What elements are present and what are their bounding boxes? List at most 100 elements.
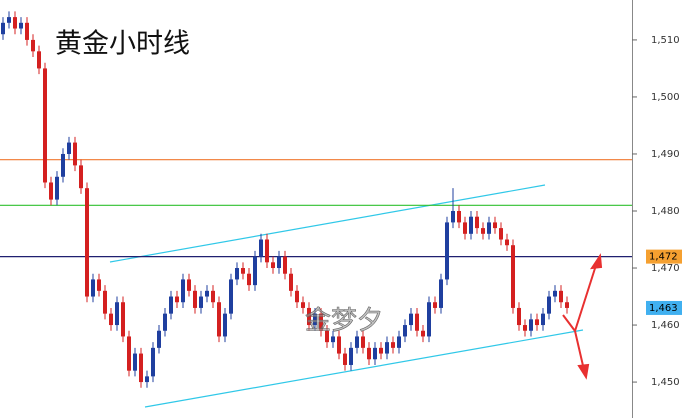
candle-body bbox=[253, 256, 257, 286]
candle-body bbox=[475, 216, 479, 229]
candle-body bbox=[349, 347, 353, 365]
trend-line bbox=[144, 329, 584, 408]
candle-body bbox=[19, 22, 23, 29]
candle-body bbox=[385, 342, 389, 354]
candle-body bbox=[67, 142, 71, 154]
candle-body bbox=[367, 347, 371, 360]
candle-body bbox=[463, 222, 467, 234]
candle-body bbox=[301, 302, 305, 308]
candle-body bbox=[127, 336, 131, 371]
y-tick-label: 1,500 bbox=[651, 92, 680, 103]
candle-body bbox=[553, 290, 557, 297]
price-tag bbox=[646, 249, 682, 264]
y-tick-label: 1,470 bbox=[651, 263, 680, 274]
candle-body bbox=[493, 222, 497, 229]
candle-body bbox=[511, 245, 515, 308]
candle-body bbox=[97, 279, 101, 291]
candle-body bbox=[37, 51, 41, 69]
y-tick-label: 1,450 bbox=[651, 377, 680, 388]
candle-body bbox=[259, 239, 263, 257]
candle-body bbox=[313, 313, 317, 326]
arrows bbox=[562, 253, 603, 380]
candle-body bbox=[307, 307, 311, 326]
candle-body bbox=[397, 336, 401, 348]
candle-body bbox=[283, 256, 287, 274]
candle-body bbox=[271, 262, 275, 269]
candle-body bbox=[529, 319, 533, 331]
candle-body bbox=[487, 222, 491, 234]
candle-body bbox=[373, 347, 377, 360]
candle-body bbox=[43, 68, 47, 183]
candle-body bbox=[157, 330, 161, 348]
candle-body bbox=[85, 188, 89, 297]
candle-body bbox=[325, 330, 329, 343]
candle-body bbox=[391, 342, 395, 348]
candle-body bbox=[133, 353, 137, 371]
candle-body bbox=[193, 290, 197, 308]
price-tag bbox=[646, 300, 682, 315]
candle-body bbox=[121, 302, 125, 337]
candle-body bbox=[415, 313, 419, 331]
candle-body bbox=[559, 290, 563, 303]
candle-body bbox=[277, 256, 281, 269]
candle-body bbox=[151, 347, 155, 377]
candle-body bbox=[49, 182, 53, 200]
candle-body bbox=[91, 279, 95, 297]
candle-body bbox=[439, 279, 443, 308]
candle-body bbox=[181, 279, 185, 303]
plot-area bbox=[0, 0, 632, 418]
candle-body bbox=[361, 336, 365, 348]
candle-body bbox=[457, 210, 461, 223]
candle-body bbox=[211, 290, 215, 303]
candle-body bbox=[145, 376, 149, 383]
candle-body bbox=[445, 222, 449, 280]
price-tag-label: 1,472 bbox=[649, 252, 678, 263]
trend-line bbox=[109, 184, 546, 263]
candle-body bbox=[319, 313, 323, 331]
candle-body bbox=[241, 268, 245, 274]
candle-body bbox=[187, 279, 191, 291]
candle-body bbox=[73, 142, 77, 166]
y-tick-label: 1,510 bbox=[651, 35, 680, 46]
candle-body bbox=[7, 17, 11, 23]
candle-body bbox=[355, 336, 359, 348]
candle-body bbox=[55, 176, 59, 200]
candle-body bbox=[223, 313, 227, 337]
y-tick-label: 1,480 bbox=[651, 206, 680, 217]
candle-body bbox=[403, 325, 407, 337]
candle-body bbox=[109, 313, 113, 326]
candle-body bbox=[565, 302, 569, 308]
candle-body bbox=[295, 290, 299, 303]
candle-body bbox=[505, 239, 509, 246]
candle-body bbox=[235, 268, 239, 280]
candle-body bbox=[31, 39, 35, 52]
y-tick-label: 1,490 bbox=[651, 149, 680, 160]
candle-body bbox=[1, 22, 5, 35]
candle-body bbox=[541, 313, 545, 326]
candle-body bbox=[427, 302, 431, 337]
candle-body bbox=[337, 336, 341, 354]
candle-body bbox=[481, 228, 485, 234]
candle-body bbox=[139, 353, 143, 383]
candle-body bbox=[217, 302, 221, 337]
candle-body bbox=[163, 313, 167, 331]
candle-body bbox=[535, 319, 539, 326]
candle-body bbox=[169, 296, 173, 314]
candle-body bbox=[469, 216, 473, 234]
candle-body bbox=[289, 273, 293, 291]
candle-body bbox=[115, 302, 119, 326]
candle-body bbox=[25, 22, 29, 40]
candle-body bbox=[175, 296, 179, 303]
candle-body bbox=[517, 307, 521, 326]
price-tag-label: 1,463 bbox=[649, 303, 678, 314]
candle-body bbox=[523, 325, 527, 331]
watermark: 金梦夕 bbox=[305, 306, 383, 336]
candle-body bbox=[331, 336, 335, 343]
candle-body bbox=[379, 347, 383, 354]
candle-body bbox=[547, 296, 551, 314]
candle-body bbox=[205, 290, 209, 297]
candle-body bbox=[13, 17, 17, 29]
candle-body bbox=[421, 330, 425, 337]
candle-body bbox=[343, 353, 347, 365]
